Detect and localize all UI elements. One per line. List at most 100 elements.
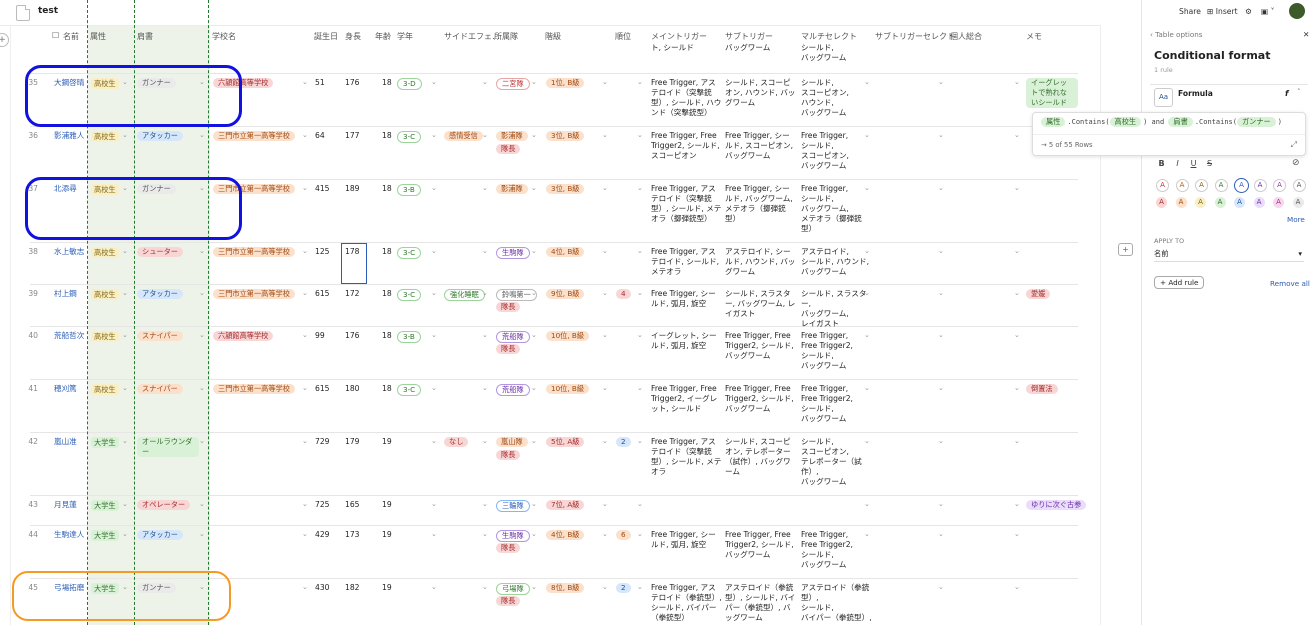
name-cell[interactable]: 生駒達人 <box>54 530 85 539</box>
name-cell[interactable]: 水上敏志 <box>54 247 85 256</box>
memo-cell[interactable]: 倒置法 <box>1026 384 1060 394</box>
school-cell[interactable]: 六頴館高等学校 <box>213 331 275 341</box>
add-row-icon[interactable]: + <box>0 33 9 47</box>
chevron-down-icon[interactable]: ⌄ <box>531 247 537 255</box>
chevron-down-icon[interactable]: ⌄ <box>302 331 308 339</box>
chevron-down-icon[interactable]: ⌄ <box>199 437 205 445</box>
chevron-down-icon[interactable]: ⌄ <box>864 437 870 445</box>
rule-item[interactable] <box>1150 84 1308 115</box>
chevron-down-icon[interactable]: ⌄ <box>531 331 537 339</box>
column-header[interactable]: 身長 <box>345 32 361 41</box>
chevron-down-icon[interactable]: ⌄ <box>302 131 308 139</box>
column-header[interactable]: 学校名 <box>212 32 236 41</box>
chevron-down-icon[interactable]: ⌄ <box>864 530 870 538</box>
rank-cell[interactable]: 3位, B級 <box>546 131 586 141</box>
chevron-down-icon[interactable]: ⌄ <box>602 331 608 339</box>
chevron-down-icon[interactable]: ⌄ <box>864 500 870 508</box>
chevron-down-icon[interactable]: ⌄ <box>482 331 488 339</box>
add-rule-button[interactable]: + Add rule <box>1154 276 1205 289</box>
column-header[interactable]: 学年 <box>397 32 413 41</box>
text-color-swatch[interactable]: A <box>1292 179 1306 192</box>
text-color-swatch[interactable]: A <box>1234 178 1249 193</box>
name-cell[interactable]: 月見蓮 <box>54 500 77 509</box>
chevron-down-icon[interactable]: ⌄ <box>1014 289 1020 297</box>
chevron-down-icon[interactable]: ⌄ <box>531 184 537 192</box>
chevron-down-icon[interactable]: ⌄ <box>482 289 488 297</box>
grade-cell[interactable]: 3-C <box>397 131 423 143</box>
column-header[interactable]: 所属隊 <box>494 32 518 41</box>
attr-cell[interactable]: 高校生 <box>91 289 119 300</box>
chevron-down-icon[interactable]: ⌄ <box>864 184 870 192</box>
order-cell[interactable]: 2 <box>616 583 633 593</box>
unit-cell[interactable]: 荒船隊 <box>496 384 532 396</box>
chevron-down-icon[interactable]: ⌄ <box>864 131 870 139</box>
chevron-down-icon[interactable]: ⌄ <box>938 289 944 297</box>
text-color-swatch[interactable]: A <box>1214 179 1228 192</box>
column-header[interactable]: 名前 <box>63 32 79 41</box>
chevron-down-icon[interactable]: ⌄ <box>482 583 488 591</box>
rank-cell[interactable]: 10位, B級 <box>546 331 591 341</box>
leader-cell[interactable]: 隊長 <box>496 450 522 460</box>
chevron-down-icon[interactable]: ⌄ <box>938 247 944 255</box>
name-cell[interactable]: 大鋼啓晴 <box>54 78 85 87</box>
fill-color-swatch[interactable]: A <box>1292 197 1304 208</box>
chevron-down-icon[interactable]: ⌄ <box>1014 583 1020 591</box>
chevron-down-icon[interactable]: ⌄ <box>431 437 437 445</box>
chevron-down-icon[interactable]: ⌄ <box>482 530 488 538</box>
text-color-swatch[interactable]: A <box>1253 179 1267 192</box>
leader-cell[interactable]: 隊長 <box>496 144 522 154</box>
chevron-down-icon[interactable]: ⌄ <box>938 131 944 139</box>
rank-cell[interactable]: 7位, A級 <box>546 500 586 510</box>
chevron-down-icon[interactable]: ⌄ <box>122 184 128 192</box>
chevron-down-icon[interactable]: ⌄ <box>938 500 944 508</box>
school-cell[interactable]: 三門市立第一高等学校 <box>213 247 297 257</box>
chevron-down-icon[interactable]: ⌄ <box>199 131 205 139</box>
column-header[interactable]: 肩書 <box>137 32 153 41</box>
rank-cell[interactable]: 8位, B級 <box>546 583 586 593</box>
breadcrumb[interactable]: ‹ Table options <box>1150 30 1203 39</box>
name-cell[interactable]: 嵐山准 <box>54 437 77 446</box>
unit-cell[interactable]: 影浦隊 <box>496 131 530 141</box>
chevron-down-icon[interactable]: ⌄ <box>199 500 205 508</box>
chevron-down-icon[interactable]: ⌄ <box>637 289 643 297</box>
chevron-down-icon[interactable]: ⌄ <box>531 500 537 508</box>
title-cell[interactable]: アタッカー <box>137 530 185 540</box>
title-cell[interactable]: アタッカー <box>137 131 185 141</box>
chevron-down-icon[interactable]: ⌄ <box>431 384 437 392</box>
chevron-down-icon[interactable]: ⌄ <box>302 530 308 538</box>
attr-cell[interactable]: 高校生 <box>91 184 119 195</box>
text-color-swatch[interactable]: A <box>1156 179 1169 192</box>
chevron-down-icon[interactable]: ⌄ <box>122 331 128 339</box>
grade-cell[interactable]: 3-C <box>397 289 423 301</box>
rank-cell[interactable]: 4位, B級 <box>546 247 586 257</box>
memo-cell[interactable]: イーグレットで熟れないシールド <box>1026 78 1080 108</box>
chevron-down-icon[interactable]: ⌄ <box>864 331 870 339</box>
chevron-down-icon[interactable]: ⌄ <box>482 384 488 392</box>
attr-cell[interactable]: 高校生 <box>91 131 119 142</box>
fill-color-swatch[interactable]: A <box>1214 197 1226 208</box>
chevron-down-icon[interactable]: ⌄ <box>302 247 308 255</box>
order-cell[interactable]: 6 <box>616 530 633 540</box>
fill-color-swatch[interactable]: A <box>1175 197 1187 208</box>
name-cell[interactable]: 荒船哲次 <box>54 331 85 340</box>
leader-cell[interactable]: 隊長 <box>496 543 522 553</box>
chevron-down-icon[interactable]: ⌄ <box>199 331 205 339</box>
formula-editor[interactable]: 属性 .Contains(高校生) and 肩書 .Contains(ガンナー) →… <box>1032 112 1306 156</box>
chevron-down-icon[interactable]: ⌄ <box>938 184 944 192</box>
strikethrough-icon[interactable]: S <box>1206 159 1213 168</box>
chevron-down-icon[interactable]: ⌄ <box>602 583 608 591</box>
chevron-down-icon[interactable]: ⌄ <box>431 289 437 297</box>
chevron-down-icon[interactable]: ⌄ <box>1014 184 1020 192</box>
chevron-down-icon[interactable]: ⌄ <box>602 530 608 538</box>
side-effect-cell[interactable]: 感情受信 <box>444 131 485 141</box>
rank-cell[interactable]: 10位, B級 <box>546 384 591 394</box>
title-cell[interactable]: スナイパー <box>137 331 185 341</box>
chevron-down-icon[interactable]: ⌄ <box>1014 78 1020 86</box>
chevron-down-icon[interactable]: ⌄ <box>431 583 437 591</box>
column-header[interactable]: サブトリガーセレクト <box>875 32 955 41</box>
chevron-down-icon[interactable]: ⌄ <box>482 500 488 508</box>
attr-cell[interactable]: 大学生 <box>91 583 119 594</box>
attr-cell[interactable]: 高校生 <box>91 331 119 342</box>
chevron-down-icon[interactable]: ⌄ <box>602 131 608 139</box>
chevron-down-icon[interactable]: ⌄ <box>302 384 308 392</box>
